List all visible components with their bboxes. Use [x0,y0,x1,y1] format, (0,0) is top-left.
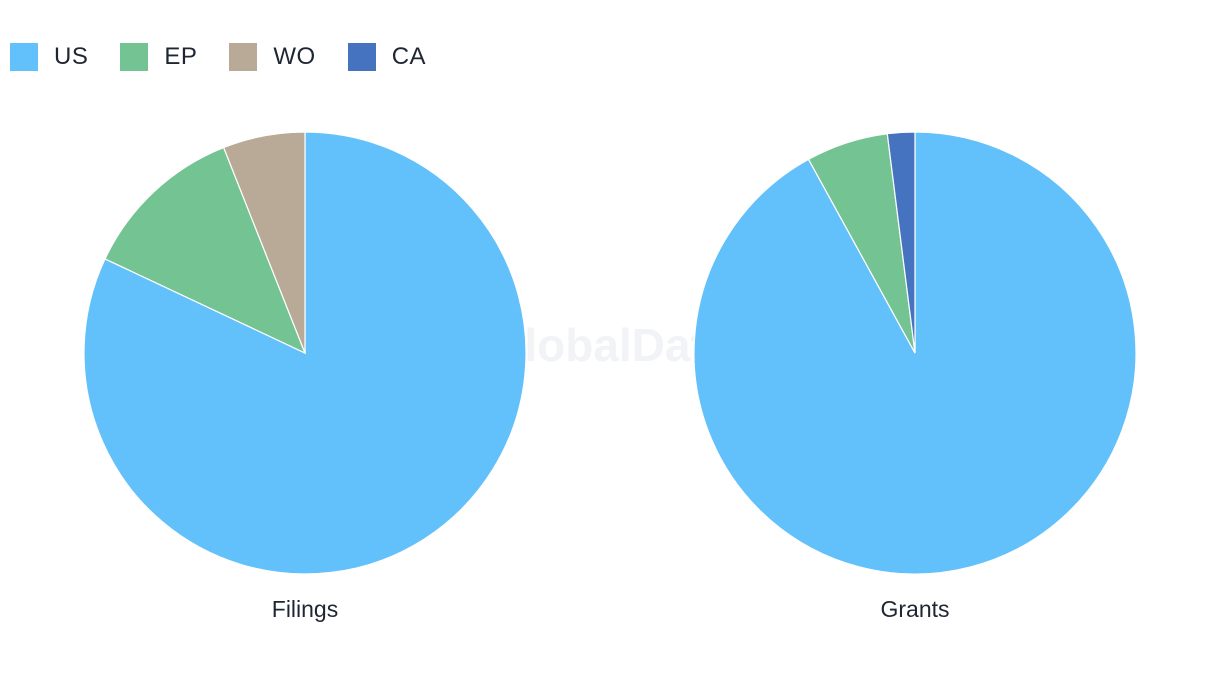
legend-swatch-wo [229,43,258,71]
legend-swatch-ca [347,43,376,71]
legend-label-us: US [54,43,89,70]
legend-label-ep: EP [164,43,198,70]
pie-title-grants: Grants [880,596,949,622]
legend-item-wo[interactable]: WO [229,43,315,71]
chart-legend: US EP WO CA [10,42,458,72]
legend-item-ep[interactable]: EP [120,43,197,71]
pie-slice-grants-us[interactable] [693,131,1137,575]
legend-label-ca: CA [391,43,427,70]
pie-filings: Filings [83,131,527,622]
pie-title-filings: Filings [272,596,338,622]
legend-swatch-us [10,43,38,71]
legend-swatch-ep [120,43,149,71]
legend-item-us[interactable]: US [10,43,88,71]
pie-grants: Grants [693,131,1137,622]
pie-slice-grants-ca[interactable] [886,131,916,354]
legend-label-wo: WO [273,43,316,70]
pie-slice-filings-ep[interactable] [104,146,307,355]
legend-item-ca[interactable]: CA [347,43,427,71]
pie-slice-filings-wo[interactable] [222,131,306,354]
